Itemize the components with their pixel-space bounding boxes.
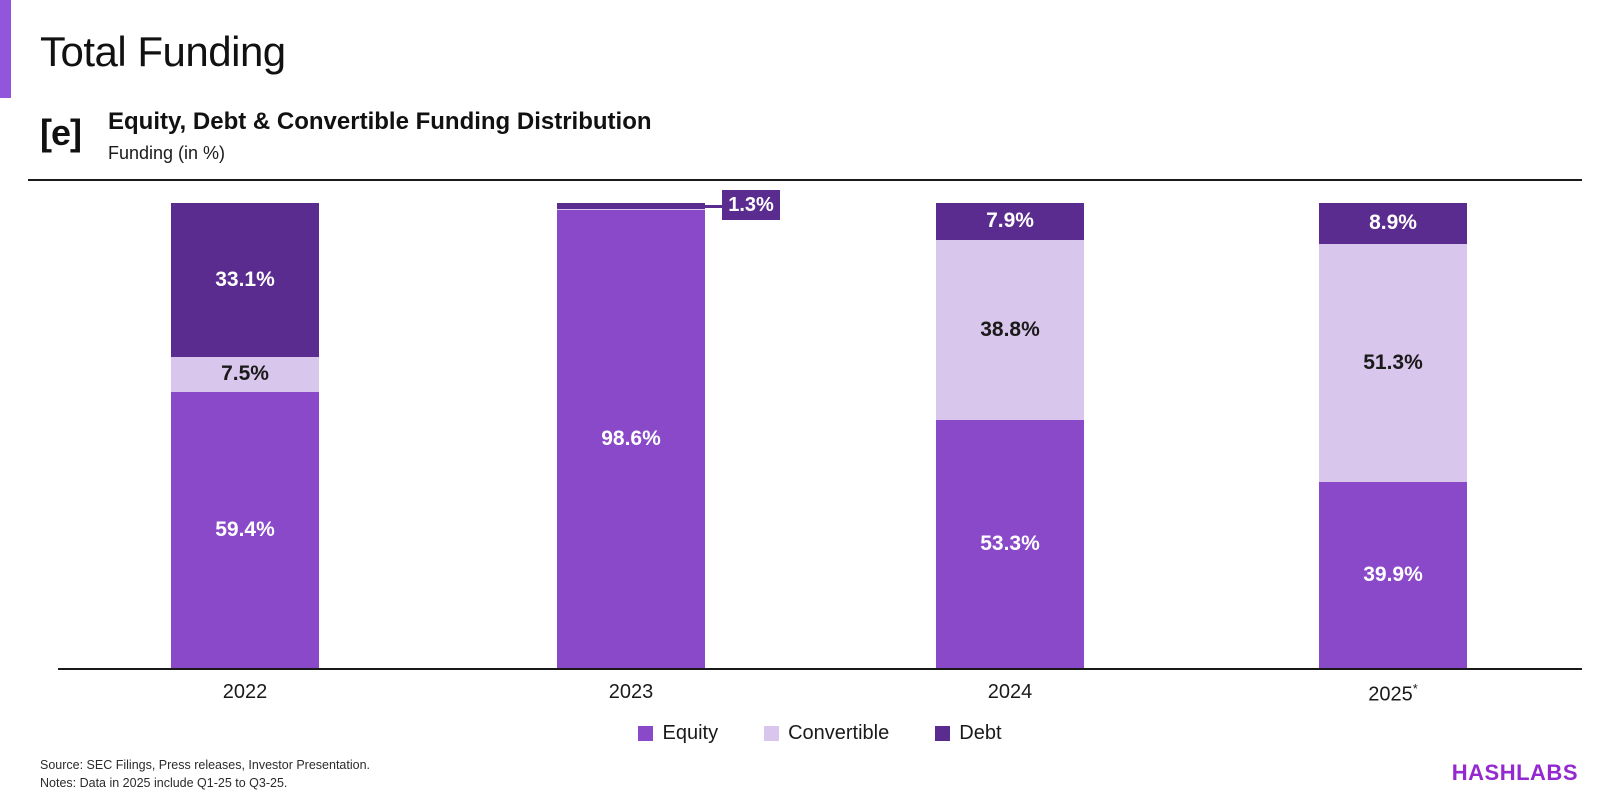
legend-swatch-convertible [764,726,780,741]
header-divider [28,179,1582,181]
bar-value-label: 7.9% [986,209,1034,233]
legend-swatch-debt [935,726,951,741]
legend-label-equity: Equity [662,722,719,744]
bar-segment-debt-2024 [936,203,1084,240]
bar-segment-debt-2025 [1319,202,1467,244]
bar-segment-equity-2022 [171,391,319,668]
bar-value-label: 38.8% [980,317,1040,341]
x-axis-label-2025: 2025* [1368,681,1418,706]
bar-value-label: 98.6% [601,426,661,450]
bar-segment-convertible-2025 [1319,243,1467,483]
bar-segment-equity-2023 [557,209,705,668]
legend-label-debt: Debt [959,722,1002,744]
section-title: Equity, Debt & Convertible Funding Distr… [108,108,652,135]
section-tag: [e] [40,112,82,153]
x-axis-line [58,668,1582,670]
legend-swatch-equity [638,726,654,741]
x-axis-label-2022: 2022 [222,681,268,703]
legend-item-convertible: Convertible [764,722,889,745]
asterisk-note: * [1412,681,1418,696]
legend-label-convertible: Convertible [788,722,890,744]
bar-value-label: 51.3% [1363,351,1423,375]
bar-value-label: 7.5% [221,362,269,386]
bar-segment-debt-2022 [171,203,319,357]
bar-segment-debt-2023 [557,203,705,210]
bar-value-label: 8.9% [1369,211,1417,235]
x-axis-label-2023: 2023 [608,681,654,703]
bar-value-label: 59.4% [215,517,275,541]
bar-segment-equity-2025 [1319,482,1467,668]
brand-logo: HASHLABS [1451,760,1578,785]
legend-item-equity: Equity [638,722,718,745]
bar-value-label: 33.1% [215,267,275,291]
footer-source: Source: SEC Filings, Press releases, Inv… [40,758,371,772]
chart-legend: Equity Convertible Debt [58,722,1582,745]
bar-value-label: 53.3% [980,532,1040,556]
x-axis-label-2024: 2024 [987,681,1033,703]
bar-value-label: 39.9% [1363,563,1423,587]
accent-stripe [0,0,11,98]
bar-segment-convertible-2024 [936,239,1084,421]
callout-value-label: 1.3% [722,190,780,220]
page-title: Total Funding [40,28,286,75]
footer-notes: Notes: Data in 2025 include Q1-25 to Q3-… [40,776,288,790]
bar-segment-equity-2024 [936,420,1084,668]
bar-segment-convertible-2022 [171,356,319,392]
section-subtitle: Funding (in %) [108,143,226,163]
legend-item-debt: Debt [935,722,1002,745]
callout-connector [705,205,722,208]
